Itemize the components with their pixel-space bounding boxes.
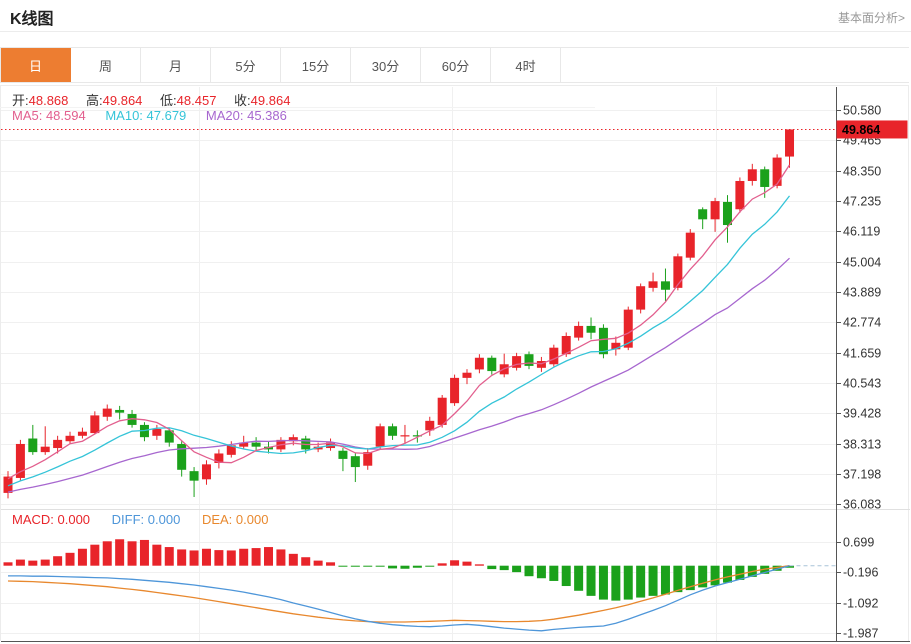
chart-panel: 50.580 49.465 48.350 47.235 46.119 45.004 43.8… <box>0 85 910 642</box>
diff-value: DIFF: 0.000 <box>111 512 181 527</box>
kline-chart-canvas[interactable]: 50.58049.46548.35047.23546.11945.00443.8… <box>1 86 910 642</box>
svg-text:39.428: 39.428 <box>843 407 881 421</box>
svg-text:36.083: 36.083 <box>843 498 881 512</box>
ma10-value: MA10: 47.679 <box>105 108 187 123</box>
svg-text:46.119: 46.119 <box>843 225 880 239</box>
svg-text:41.659: 41.659 <box>843 347 881 361</box>
svg-text:45.004: 45.004 <box>843 256 881 270</box>
ohlc-open: 开:48.868 <box>12 93 69 108</box>
current-price-tag <box>836 120 908 139</box>
header-divider <box>0 31 911 32</box>
ma5-value: MA5: 48.594 <box>12 108 86 123</box>
svg-text:0.699: 0.699 <box>843 536 874 550</box>
macd-value: MACD: 0.000 <box>12 512 91 527</box>
svg-text:48.350: 48.350 <box>843 165 881 179</box>
svg-text:-0.196: -0.196 <box>843 566 878 580</box>
svg-text:43.889: 43.889 <box>843 286 881 300</box>
ma-readout: MA5: 48.594 MA10: 47.679 MA20: 45.386 <box>12 108 303 123</box>
tab-30min[interactable]: 30分 <box>351 48 421 82</box>
svg-text:49.864: 49.864 <box>842 123 880 137</box>
svg-text:47.235: 47.235 <box>843 195 881 209</box>
tab-month[interactable]: 月 <box>141 48 211 82</box>
ohlc-readout: 开:48.868 高:49.864 低:48.457 收:49.864 <box>12 90 304 109</box>
svg-text:40.543: 40.543 <box>843 377 881 391</box>
macd-readout: MACD: 0.000 DIFF: 0.000 DEA: 0.000 <box>12 512 286 527</box>
tab-5min[interactable]: 5分 <box>211 48 281 82</box>
period-tabbar: 日 周 月 5分 15分 30分 60分 4时 <box>0 47 909 83</box>
svg-text:37.198: 37.198 <box>843 468 881 482</box>
ohlc-high: 高:49.864 <box>86 93 143 108</box>
ohlc-close: 收:49.864 <box>234 93 291 108</box>
svg-text:50.580: 50.580 <box>843 104 881 118</box>
legend-divider <box>0 107 595 108</box>
svg-text:42.774: 42.774 <box>843 316 881 330</box>
tab-week[interactable]: 周 <box>71 48 141 82</box>
ohlc-low: 低:48.457 <box>160 93 217 108</box>
tab-4hour[interactable]: 4时 <box>491 48 561 82</box>
tab-15min[interactable]: 15分 <box>281 48 351 82</box>
svg-text:-1.987: -1.987 <box>843 627 878 641</box>
page-title: K线图 <box>10 11 54 28</box>
tab-day[interactable]: 日 <box>1 48 71 82</box>
ma20-value: MA20: 45.386 <box>205 108 287 123</box>
dea-value: DEA: 0.000 <box>201 512 269 527</box>
svg-text:-1.092: -1.092 <box>843 597 878 611</box>
svg-text:38.313: 38.313 <box>843 438 881 452</box>
tab-60min[interactable]: 60分 <box>421 48 491 82</box>
fundamental-analysis-link[interactable]: 基本面分析> <box>837 11 905 25</box>
